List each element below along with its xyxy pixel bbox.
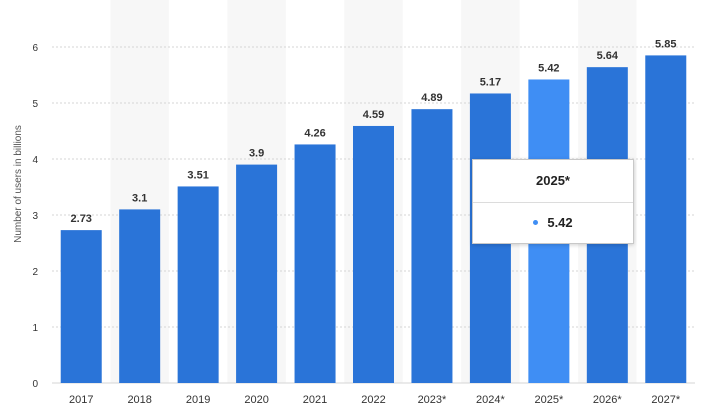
bar-2020[interactable] bbox=[236, 164, 278, 383]
data-label: 5.17 bbox=[480, 76, 501, 88]
data-label: 5.85 bbox=[655, 38, 676, 50]
bar-2022[interactable] bbox=[353, 125, 394, 384]
x-tick-label: 2025* bbox=[534, 394, 563, 406]
data-label: 3.51 bbox=[187, 169, 208, 181]
y-tick-label: 2 bbox=[32, 267, 38, 278]
data-label: 4.26 bbox=[304, 127, 325, 139]
tooltip-value: 5.42 bbox=[547, 215, 573, 230]
x-tick-label: 2023* bbox=[418, 394, 447, 406]
y-tick-label: 5 bbox=[32, 99, 38, 110]
bar-2027[interactable] bbox=[645, 55, 687, 384]
y-tick-label: 4 bbox=[32, 155, 38, 166]
bar-2019[interactable] bbox=[177, 186, 219, 383]
x-tick-label: 2020 bbox=[244, 394, 268, 406]
data-label: 5.64 bbox=[597, 50, 619, 62]
x-tick-label: 2022 bbox=[361, 394, 385, 406]
x-tick-label: 2018 bbox=[127, 394, 151, 406]
x-tick-label: 2024* bbox=[476, 394, 505, 406]
series-dot-icon bbox=[533, 220, 539, 226]
y-axis-label: Number of users in billions bbox=[13, 125, 24, 243]
x-tick-label: 2017 bbox=[69, 394, 93, 406]
bar-2023[interactable] bbox=[411, 109, 453, 383]
y-tick-label: 3 bbox=[32, 211, 38, 222]
bar-2021[interactable] bbox=[294, 144, 336, 383]
y-axis-ticks: 0 1 2 3 4 5 6 bbox=[32, 43, 38, 390]
bar-2017[interactable] bbox=[60, 230, 102, 383]
data-label: 3.1 bbox=[132, 192, 147, 204]
bar-2018[interactable] bbox=[119, 209, 161, 383]
data-label: 4.89 bbox=[421, 92, 442, 104]
data-label: 3.9 bbox=[249, 148, 264, 160]
data-labels: 2.73 3.1 3.51 3.9 4.26 4.59 4.89 5.17 5.42 5.64 5.… bbox=[71, 38, 677, 225]
y-tick-label: 0 bbox=[32, 379, 38, 390]
tooltip-value-row: 5.42 bbox=[473, 203, 633, 243]
tooltip: 2025* 5.42 bbox=[472, 159, 634, 244]
data-label: 5.42 bbox=[538, 62, 559, 74]
data-label: 4.59 bbox=[363, 109, 384, 121]
x-tick-label: 2027* bbox=[651, 394, 680, 406]
x-tick-label: 2019 bbox=[186, 394, 210, 406]
y-tick-label: 6 bbox=[32, 43, 38, 54]
tooltip-title: 2025* bbox=[473, 160, 633, 203]
y-tick-label: 1 bbox=[32, 323, 38, 334]
data-label: 2.73 bbox=[71, 213, 92, 225]
x-tick-label: 2026* bbox=[593, 394, 622, 406]
x-axis-ticks: 2017 2018 2019 2020 2021 2022 2023* 2024* 2025* 2… bbox=[69, 394, 681, 406]
x-tick-label: 2021 bbox=[303, 394, 327, 406]
